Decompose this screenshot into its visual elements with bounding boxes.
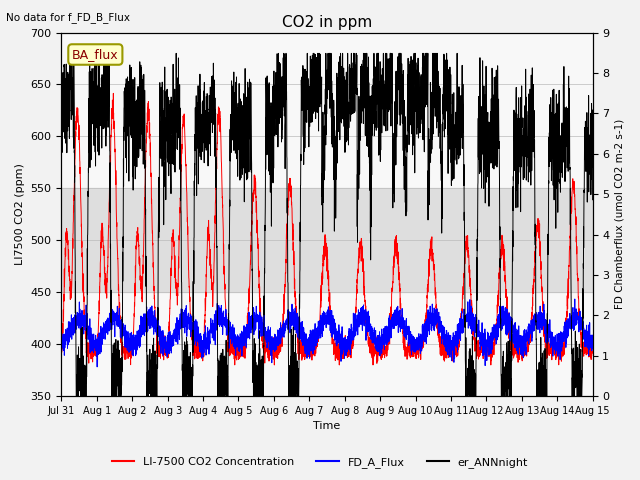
Bar [61, 188, 593, 292]
Title: CO2 in ppm: CO2 in ppm [282, 15, 372, 30]
X-axis label: Time: Time [314, 421, 340, 432]
Y-axis label: LI7500 CO2 (ppm): LI7500 CO2 (ppm) [15, 163, 25, 265]
Legend: LI-7500 CO2 Concentration, FD_A_Flux, er_ANNnight: LI-7500 CO2 Concentration, FD_A_Flux, er… [108, 452, 532, 472]
Text: No data for f_FD_B_Flux: No data for f_FD_B_Flux [6, 12, 131, 23]
Y-axis label: FD Chamberflux (umol CO2 m-2 s-1): FD Chamberflux (umol CO2 m-2 s-1) [615, 119, 625, 310]
Text: BA_flux: BA_flux [72, 48, 118, 61]
